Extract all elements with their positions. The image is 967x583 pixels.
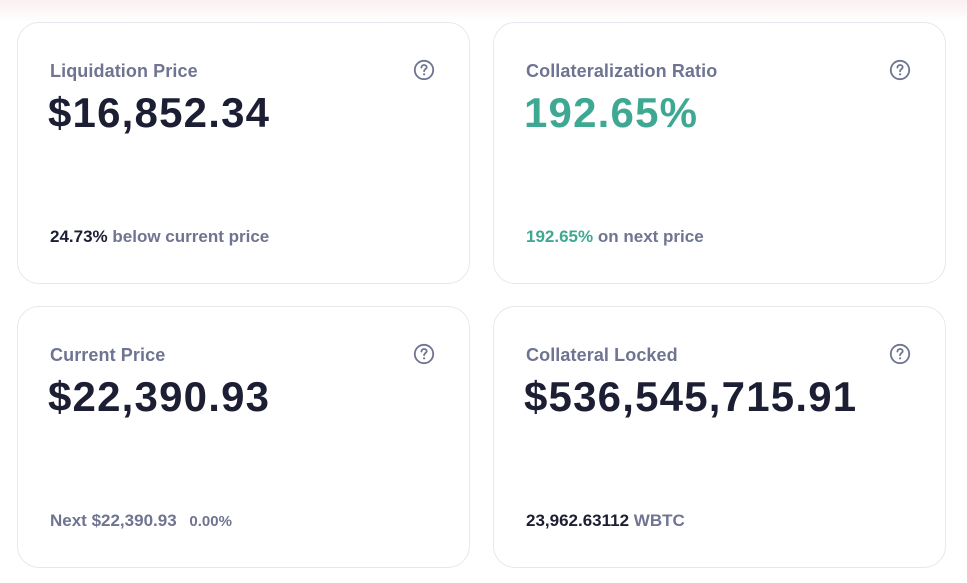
liquidation-foot-label: below current price [112,227,270,246]
next-ratio-label: on next price [597,227,704,246]
collateral-amount: 23,962.63112 [526,511,630,530]
liquidation-price-value: $16,852.34 [48,89,271,136]
collateralization-ratio-value: 192.65% [524,89,699,136]
collateralization-ratio-title: Collateralization Ratio [526,61,718,81]
help-circle-icon[interactable] [889,343,911,365]
collateral-locked-footer: 23,962.63112 WBTC [526,511,685,531]
top-gradient [0,0,967,22]
collateral-token: WBTC [633,511,685,530]
collateralization-ratio-footer: 192.65% on next price [526,227,704,247]
collateralization-ratio-card: Collateralization Ratio 192.65% 192.65% … [493,22,946,284]
liquidation-price-title: Liquidation Price [50,61,198,81]
next-price-change: 0.00% [189,513,232,530]
collateral-locked-value: $536,545,715.91 [524,373,858,420]
current-price-value: $22,390.93 [48,373,271,420]
liquidation-price-card: Liquidation Price $16,852.34 24.73% belo… [17,22,470,284]
current-price-footer: Next $22,390.93 0.00% [50,511,232,531]
help-circle-icon[interactable] [889,59,911,81]
help-circle-icon[interactable] [413,59,435,81]
collateral-locked-card: Collateral Locked $536,545,715.91 23,962… [493,306,946,568]
next-ratio-value: 192.65% [526,227,594,246]
liquidation-percent-below: 24.73% [50,227,108,246]
liquidation-price-footer: 24.73% below current price [50,227,269,247]
help-circle-icon[interactable] [413,343,435,365]
collateral-locked-title: Collateral Locked [526,345,678,365]
next-price-label: Next $22,390.93 [50,511,177,530]
current-price-title: Current Price [50,345,166,365]
current-price-card: Current Price $22,390.93 Next $22,390.93… [17,306,470,568]
